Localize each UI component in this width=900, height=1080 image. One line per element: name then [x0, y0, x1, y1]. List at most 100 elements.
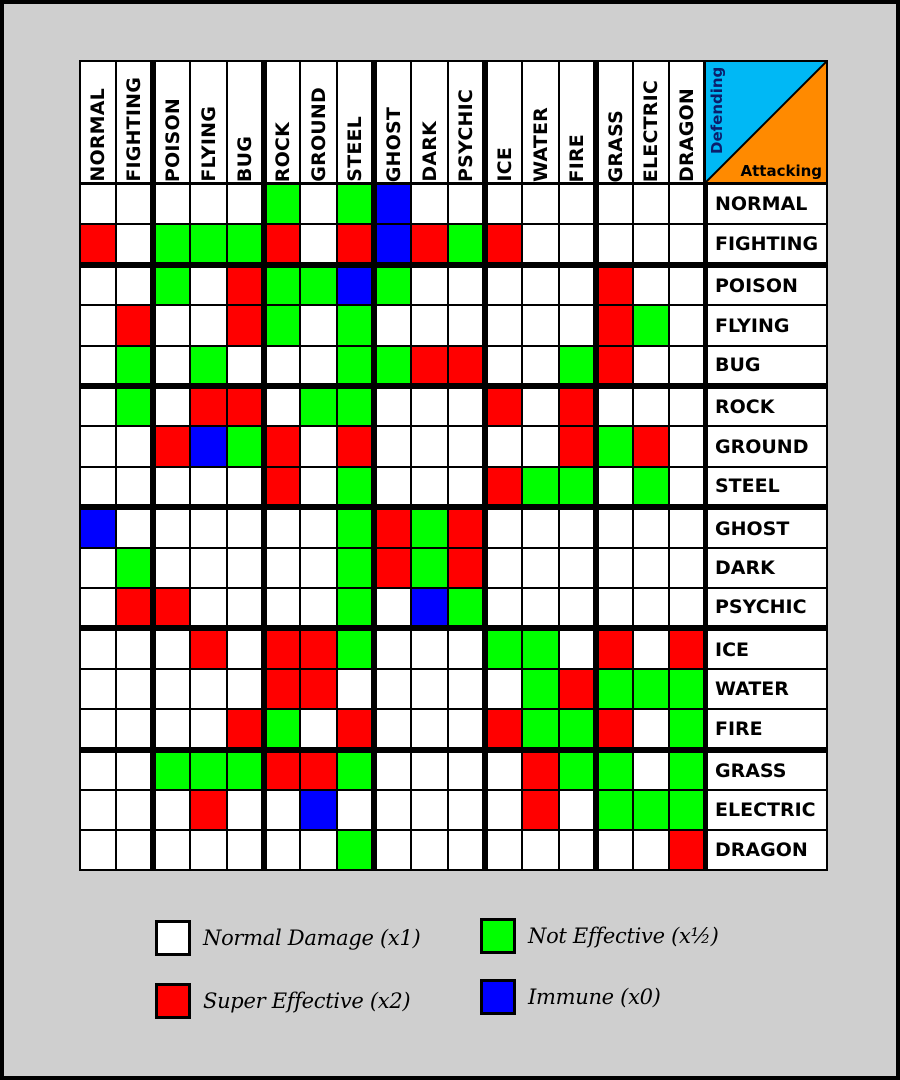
- cell-flying-vs-psychic: [449, 306, 482, 345]
- legend-item: Immune (x0): [480, 979, 661, 1015]
- cell-poison-vs-poison: [156, 268, 189, 304]
- column-header-poison: POISON: [156, 62, 189, 182]
- cell-flying-vs-ice: [488, 306, 521, 345]
- cell-dark-vs-bug: [228, 549, 261, 587]
- cell-psychic-vs-flying: [191, 589, 226, 625]
- type-effectiveness-grid: Defending Attacking NORMAL FIGHTING POISON…: [79, 60, 828, 871]
- column-header-label: GRASS: [604, 109, 627, 182]
- cell-flying-vs-poison: [156, 306, 189, 345]
- cell-rock-vs-rock: [267, 389, 299, 425]
- cell-fighting-vs-steel: [338, 225, 371, 262]
- cell-poison-vs-fire: [560, 268, 593, 304]
- cell-ground-vs-ghost: [377, 427, 410, 466]
- cell-dragon-vs-psychic: [449, 831, 482, 869]
- column-header-label: DARK: [418, 121, 441, 182]
- cell-poison-vs-flying: [191, 268, 226, 304]
- cell-bug-vs-dark: [412, 347, 447, 383]
- row-label-grass: GRASS: [708, 753, 826, 789]
- row-label-bug: BUG: [708, 347, 826, 383]
- cell-dark-vs-rock: [267, 549, 299, 587]
- cell-rock-vs-ground: [301, 389, 336, 425]
- cell-ground-vs-dark: [412, 427, 447, 466]
- cell-fire-vs-dark: [412, 710, 447, 747]
- cell-psychic-vs-ghost: [377, 589, 410, 625]
- legend-label: Normal Damage (x1): [203, 926, 421, 950]
- legend-item: Not Effective (x½): [480, 918, 719, 954]
- cell-dragon-vs-flying: [191, 831, 226, 869]
- cell-fire-vs-flying: [191, 710, 226, 747]
- column-header-rock: ROCK: [267, 62, 299, 182]
- cell-psychic-vs-ice: [488, 589, 521, 625]
- cell-rock-vs-bug: [228, 389, 261, 425]
- column-header-label: ROCK: [272, 121, 294, 182]
- cell-rock-vs-steel: [338, 389, 371, 425]
- cell-steel-vs-steel: [338, 468, 371, 504]
- cell-grass-vs-water: [523, 753, 558, 789]
- cell-electric-vs-water: [523, 791, 558, 829]
- cell-electric-vs-steel: [338, 791, 371, 829]
- column-header-dark: DARK: [412, 62, 447, 182]
- cell-psychic-vs-rock: [267, 589, 299, 625]
- row-label-ghost: GHOST: [708, 510, 826, 547]
- cell-ground-vs-ice: [488, 427, 521, 466]
- cell-fire-vs-psychic: [449, 710, 482, 747]
- column-header-bug: BUG: [228, 62, 261, 182]
- cell-steel-vs-fighting: [117, 468, 150, 504]
- cell-dragon-vs-fire: [560, 831, 593, 869]
- cell-ice-vs-ice: [488, 631, 521, 668]
- cell-steel-vs-water: [523, 468, 558, 504]
- legend-item: Super Effective (x2): [155, 983, 411, 1019]
- cell-water-vs-fire: [560, 670, 593, 708]
- row-label-steel: STEEL: [708, 468, 826, 504]
- cell-fire-vs-ground: [301, 710, 336, 747]
- cell-grass-vs-fire: [560, 753, 593, 789]
- cell-water-vs-water: [523, 670, 558, 708]
- cell-ground-vs-steel: [338, 427, 371, 466]
- column-header-electric: ELECTRIC: [634, 62, 668, 182]
- cell-electric-vs-normal: [81, 791, 115, 829]
- cell-psychic-vs-steel: [338, 589, 371, 625]
- cell-bug-vs-steel: [338, 347, 371, 383]
- cell-poison-vs-rock: [267, 268, 299, 304]
- column-header-dragon: DRAGON: [670, 62, 703, 182]
- cell-grass-vs-ice: [488, 753, 521, 789]
- row-label-normal: NORMAL: [708, 185, 826, 223]
- cell-steel-vs-rock: [267, 468, 299, 504]
- cell-water-vs-grass: [599, 670, 632, 708]
- cell-water-vs-poison: [156, 670, 189, 708]
- cell-steel-vs-electric: [634, 468, 668, 504]
- row-label-fighting: FIGHTING: [708, 225, 826, 262]
- cell-water-vs-rock: [267, 670, 299, 708]
- cell-normal-vs-electric: [634, 185, 668, 223]
- corner-diagonal-icon: [706, 62, 826, 182]
- cell-poison-vs-grass: [599, 268, 632, 304]
- cell-ice-vs-poison: [156, 631, 189, 668]
- cell-steel-vs-ice: [488, 468, 521, 504]
- cell-ghost-vs-fighting: [117, 510, 150, 547]
- cell-psychic-vs-water: [523, 589, 558, 625]
- cell-ice-vs-normal: [81, 631, 115, 668]
- cell-water-vs-ice: [488, 670, 521, 708]
- cell-poison-vs-ground: [301, 268, 336, 304]
- cell-fighting-vs-fire: [560, 225, 593, 262]
- cell-rock-vs-psychic: [449, 389, 482, 425]
- cell-ice-vs-grass: [599, 631, 632, 668]
- cell-flying-vs-dragon: [670, 306, 703, 345]
- cell-psychic-vs-grass: [599, 589, 632, 625]
- cell-bug-vs-fire: [560, 347, 593, 383]
- row-label-flying: FLYING: [708, 306, 826, 345]
- cell-bug-vs-water: [523, 347, 558, 383]
- cell-fire-vs-ice: [488, 710, 521, 747]
- cell-rock-vs-dark: [412, 389, 447, 425]
- cell-flying-vs-fire: [560, 306, 593, 345]
- cell-rock-vs-poison: [156, 389, 189, 425]
- cell-fighting-vs-water: [523, 225, 558, 262]
- cell-normal-vs-grass: [599, 185, 632, 223]
- column-header-label: ELECTRIC: [640, 79, 662, 182]
- cell-electric-vs-bug: [228, 791, 261, 829]
- cell-normal-vs-dragon: [670, 185, 703, 223]
- row-label-dark: DARK: [708, 549, 826, 587]
- cell-ice-vs-ground: [301, 631, 336, 668]
- cell-electric-vs-fire: [560, 791, 593, 829]
- cell-fighting-vs-normal: [81, 225, 115, 262]
